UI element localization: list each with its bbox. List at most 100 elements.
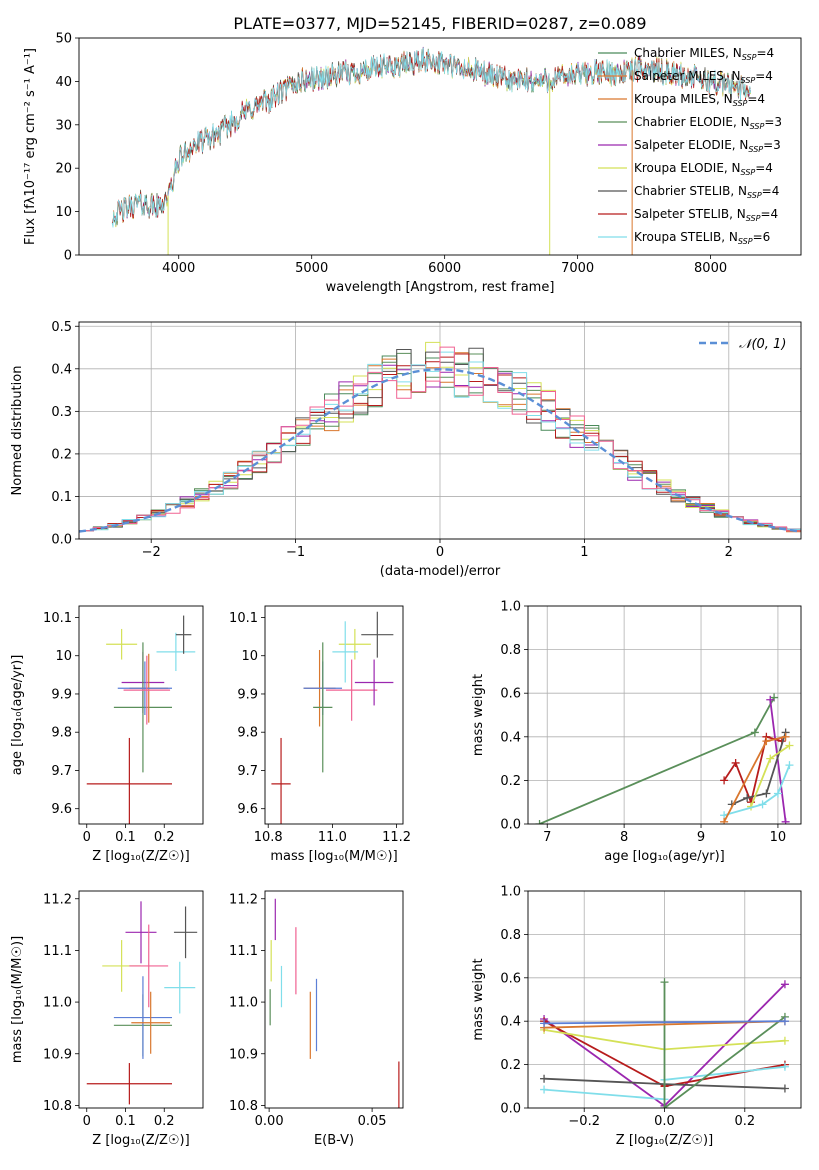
y-tick-label: 0.4 (51, 362, 72, 377)
data-point-errorbar (113, 642, 172, 773)
x-tick-label: 0 (436, 545, 444, 560)
plot-frame-age_vs_z (78, 605, 204, 825)
x-tick-label: 0.1 (115, 830, 136, 845)
data-point-errorbar (354, 659, 394, 706)
data-point-errorbar (129, 924, 169, 1008)
histogram-group (79, 341, 801, 539)
legend-label-text: Chabrier STELIB, N (634, 184, 747, 198)
x-tick-label: −0.2 (568, 1114, 600, 1129)
x-tick-label: 11.2 (382, 830, 411, 845)
y-axis-label: mass weight (471, 958, 486, 1040)
y-tick-label: 0.2 (51, 447, 72, 462)
axes-residuals: −2 −1 0 1 2 0.0 0.1 0.2 0.3 0.4 0.5 (data-model)/er… (10, 320, 801, 579)
legend-label-sub: SSP (741, 76, 756, 85)
x-tick-label: 7000 (561, 261, 594, 276)
data-point-errorbar (86, 1063, 172, 1105)
y-tick-label: 9.8 (237, 726, 258, 741)
x-tick-label: 5000 (295, 261, 328, 276)
y-tick-label: 11.2 (43, 892, 72, 907)
data-point-errorbar (125, 901, 157, 964)
y-tick-label: 50 (55, 32, 72, 47)
weight-marker (785, 741, 794, 750)
data-point-errorbar (271, 737, 291, 824)
weight-marker (781, 817, 790, 824)
legend-label-sub: SSP (741, 168, 756, 177)
y-tick-label: 10.8 (229, 1099, 258, 1114)
data-point-errorbar (173, 906, 198, 959)
weight-marker (780, 1017, 789, 1026)
data-point-errorbar (361, 611, 394, 658)
weight-marker (731, 758, 740, 767)
weight-marker (758, 800, 767, 809)
y-axis-label: mass [log₁₀(M/M☉)] (10, 936, 25, 1063)
axes-mass_vs_ebv: 0.00 0.05 10.8 10.9 11.0 11.1 11.2 E(B-V) (229, 892, 387, 1148)
y-tick-label: 0.2 (500, 1058, 521, 1073)
weight-line (723, 764, 791, 817)
weight-marker (780, 1036, 789, 1045)
legend-label-suffix: =4 (747, 92, 765, 106)
x-tick-label: 4000 (162, 261, 195, 276)
y-tick-label: 0.1 (51, 490, 72, 505)
weight-line (769, 699, 787, 822)
y-axis-label: mass weight (471, 674, 486, 756)
legend-label-sub: SSP (733, 99, 748, 108)
weight-marker (743, 793, 752, 802)
y-tick-label: 9.8 (51, 726, 72, 741)
y-tick-label: 10 (55, 649, 72, 664)
weight-marker (766, 754, 775, 763)
legend-label-text: Chabrier ELODIE, N (634, 115, 750, 129)
errorbar-group-mass_vs_ebv (269, 898, 400, 1108)
data-point-errorbar (313, 642, 333, 773)
y-tick-label: 9.7 (51, 764, 72, 779)
y-tick-label: 20 (55, 162, 72, 177)
x-tick-label: 0.0 (654, 1114, 675, 1129)
legend-label: Chabrier STELIB, NSSP=4 (634, 184, 779, 200)
weight-marker (781, 732, 790, 741)
errorbar-group-age_vs_mass (271, 611, 394, 824)
plot-frame-mass_weight_vs_z (527, 890, 802, 1109)
legend-label-normal: 𝒩(0, 1) (739, 337, 786, 352)
data-point-errorbar (113, 976, 172, 1059)
y-tick-label: 9.6 (51, 802, 72, 817)
legend-label-sub: SSP (742, 53, 757, 62)
normal-curve (79, 368, 801, 533)
x-tick-label: 0.2 (734, 1114, 755, 1129)
x-tick-label: 11.0 (318, 830, 347, 845)
weight-line (539, 697, 775, 824)
x-tick-label: −1 (286, 545, 305, 560)
legend-label: Salpeter MILES, NSSP=4 (634, 69, 773, 85)
weight-lines-mass_weight_vs_age (535, 693, 794, 824)
data-point-errorbar (123, 655, 171, 725)
data-point-errorbar (117, 661, 172, 715)
legend-label-suffix: =6 (753, 230, 771, 244)
y-tick-label: 9.6 (237, 802, 258, 817)
legend-label-text: Kroupa ELODIE, N (634, 161, 741, 175)
weight-marker (750, 728, 759, 737)
x-tick-label: 0.2 (154, 1114, 175, 1129)
figure-title: PLATE=0377, MJD=52145, FIBERID=0287, z=0… (233, 14, 646, 33)
legend-label-suffix: =4 (756, 46, 774, 60)
data-point-errorbar (332, 621, 359, 683)
errorbar-group-age_vs_z (86, 615, 196, 824)
legend-label-suffix: =4 (760, 207, 778, 221)
weight-marker (762, 737, 771, 746)
weight-marker (535, 820, 544, 824)
legend-label: Kroupa STELIB, NSSP=6 (634, 230, 770, 246)
legend-label-text: Kroupa MILES, N (634, 92, 733, 106)
legend-label-sub: SSP (746, 214, 761, 223)
residual-legend: 𝒩(0, 1) (699, 337, 786, 352)
x-tick-label: 9 (697, 830, 705, 845)
weight-marker (780, 1062, 789, 1071)
y-tick-label: 11.0 (229, 996, 258, 1011)
x-tick-label: 0.05 (358, 1114, 387, 1129)
legend-label-suffix: =4 (755, 161, 773, 175)
x-axis-label: Z [log₁₀(Z/Z☉)] (92, 849, 189, 864)
axes-age_vs_z: 0 0.1 0.2 9.6 9.7 9.8 9.9 10 10.1 Z [log₁₀(Z/Z☉)]… (10, 611, 190, 864)
plot-frame-age_vs_mass (264, 605, 404, 825)
histogram-series (79, 346, 801, 539)
y-tick-label: 11.1 (43, 944, 72, 959)
y-tick-label: 0.5 (51, 320, 72, 335)
y-tick-label: 0.2 (500, 774, 521, 789)
y-tick-label: 9.9 (237, 687, 258, 702)
